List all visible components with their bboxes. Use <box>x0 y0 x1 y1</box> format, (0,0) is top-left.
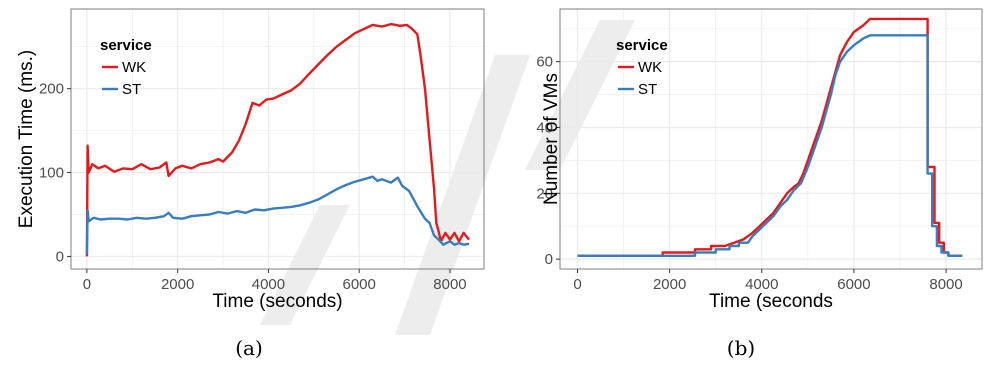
x-tick-label: 8000 <box>433 276 466 293</box>
series-line-wk <box>577 17 963 257</box>
legend: service WK ST <box>616 37 668 98</box>
legend-label-wk: WK <box>638 59 662 76</box>
x-axis-ticks: 0 2000 4000 6000 8000 <box>573 269 963 293</box>
x-tick-label: 4000 <box>252 276 285 293</box>
y-tick-label: 0 <box>56 248 64 265</box>
x-tick-label: 8000 <box>929 276 962 293</box>
y-tick-label: 40 <box>536 119 553 136</box>
grid-lines <box>71 9 484 269</box>
series-layer <box>577 17 963 257</box>
x-tick-label: 6000 <box>837 276 870 293</box>
x-tick-label: 2000 <box>653 276 686 293</box>
legend: service WK ST <box>100 37 152 98</box>
y-axis-ticks: 0 20 40 60 <box>536 54 560 268</box>
y-tick-label: 100 <box>39 165 64 182</box>
series-layer <box>85 22 470 257</box>
y-axis-title: Execution Time (ms.) <box>16 50 37 228</box>
y-axis-ticks: 0 100 200 <box>39 81 71 265</box>
y-tick-label: 0 <box>545 251 553 268</box>
y-axis-title: Number of VMs <box>541 73 562 205</box>
legend-label-wk: WK <box>122 59 146 76</box>
plot-frame <box>559 8 983 270</box>
x-axis-title: Time (seconds) <box>212 291 342 312</box>
y-tick-label: 60 <box>536 54 553 71</box>
x-tick-label: 4000 <box>745 276 778 293</box>
panel-label-a: (a) <box>235 336 263 360</box>
x-tick-label: 6000 <box>343 276 376 293</box>
series-line-st <box>577 34 963 257</box>
legend-label-st: ST <box>638 81 657 98</box>
watermark-stroke <box>260 205 350 325</box>
legend-label-st: ST <box>122 81 141 98</box>
panel-label-b: (b) <box>727 336 755 360</box>
x-tick-label: 0 <box>83 276 91 293</box>
y-tick-label: 200 <box>39 81 64 98</box>
watermark-stroke <box>395 55 530 335</box>
series-line-st <box>85 175 470 255</box>
legend-title: service <box>616 37 668 54</box>
grid-lines <box>560 9 982 269</box>
watermark <box>260 20 635 335</box>
y-tick-label: 20 <box>536 185 553 202</box>
watermark-stroke <box>525 20 635 170</box>
x-axis-title: Time (seconds <box>709 291 833 312</box>
legend-title: service <box>100 37 152 54</box>
x-tick-label: 2000 <box>161 276 194 293</box>
chart-panel-execution-time: 0 2000 4000 6000 8000 0 100 200 Time (seconds)… <box>16 8 485 360</box>
x-axis-ticks: 0 2000 4000 6000 8000 <box>83 269 467 293</box>
x-tick-label: 0 <box>573 276 581 293</box>
series-line-wk <box>85 22 470 257</box>
plot-frame <box>70 8 485 270</box>
